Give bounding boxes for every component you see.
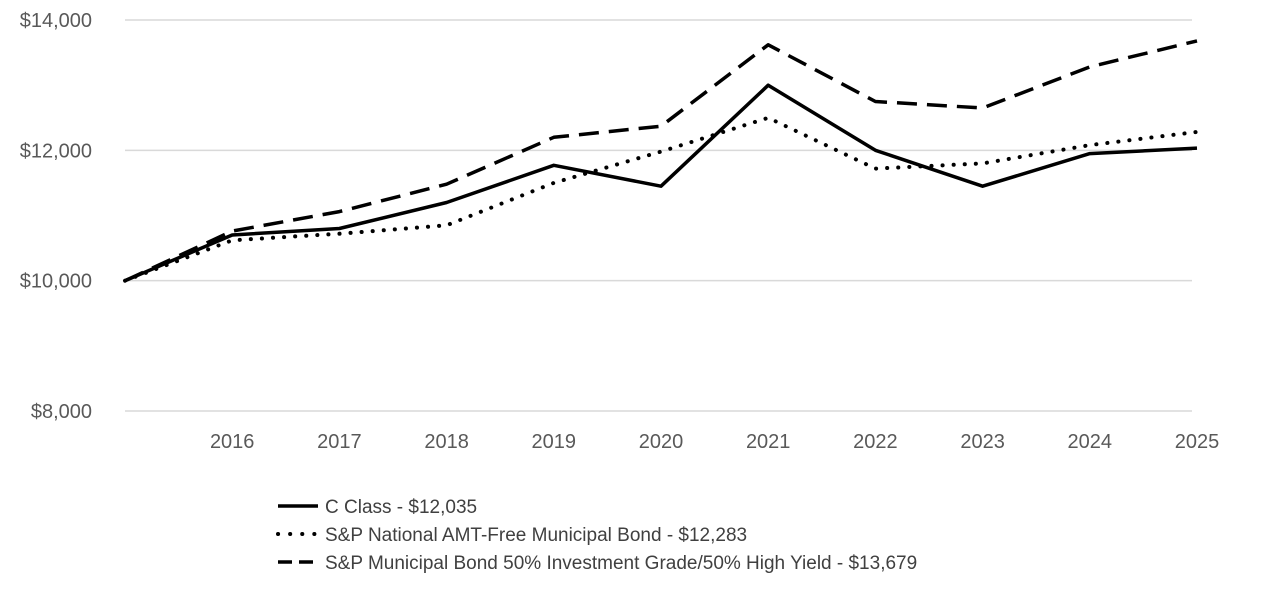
series-line-solid (124, 83, 1198, 283)
x-tick-label: 2021 (746, 431, 791, 453)
x-tick-label: 2018 (424, 431, 469, 453)
x-tick-label: 2022 (853, 431, 898, 453)
x-tick-label: 2017 (317, 431, 362, 453)
gridlines (125, 19, 1192, 412)
x-tick-label: 2023 (960, 431, 1005, 453)
y-tick-label: $14,000 (20, 10, 92, 32)
x-axis-ticks: 2016 2017 2018 2019 2020 2021 2022 2023 2024 2025 (210, 431, 1219, 453)
legend-label: S&P National AMT-Free Municipal Bond - $… (325, 525, 747, 546)
y-axis-ticks: $8,000 $10,000 $12,000 $14,000 (20, 10, 92, 423)
series-line-dashed (124, 39, 1198, 283)
legend-label: S&P Municipal Bond 50% Investment Grade/… (325, 553, 917, 574)
x-tick-label: 2020 (639, 431, 684, 453)
series-lines (123, 39, 1199, 283)
legend-label: C Class - $12,035 (325, 497, 477, 518)
x-tick-label: 2024 (1068, 431, 1113, 453)
y-tick-label: $12,000 (20, 140, 92, 162)
y-tick-label: $10,000 (20, 271, 92, 293)
x-tick-label: 2025 (1175, 431, 1220, 453)
legend: C Class - $12,035 S&P National AMT-Free M… (276, 497, 917, 574)
y-tick-label: $8,000 (31, 401, 92, 423)
x-tick-label: 2016 (210, 431, 255, 453)
series-line-dotted (123, 115, 1199, 283)
x-tick-label: 2019 (532, 431, 577, 453)
